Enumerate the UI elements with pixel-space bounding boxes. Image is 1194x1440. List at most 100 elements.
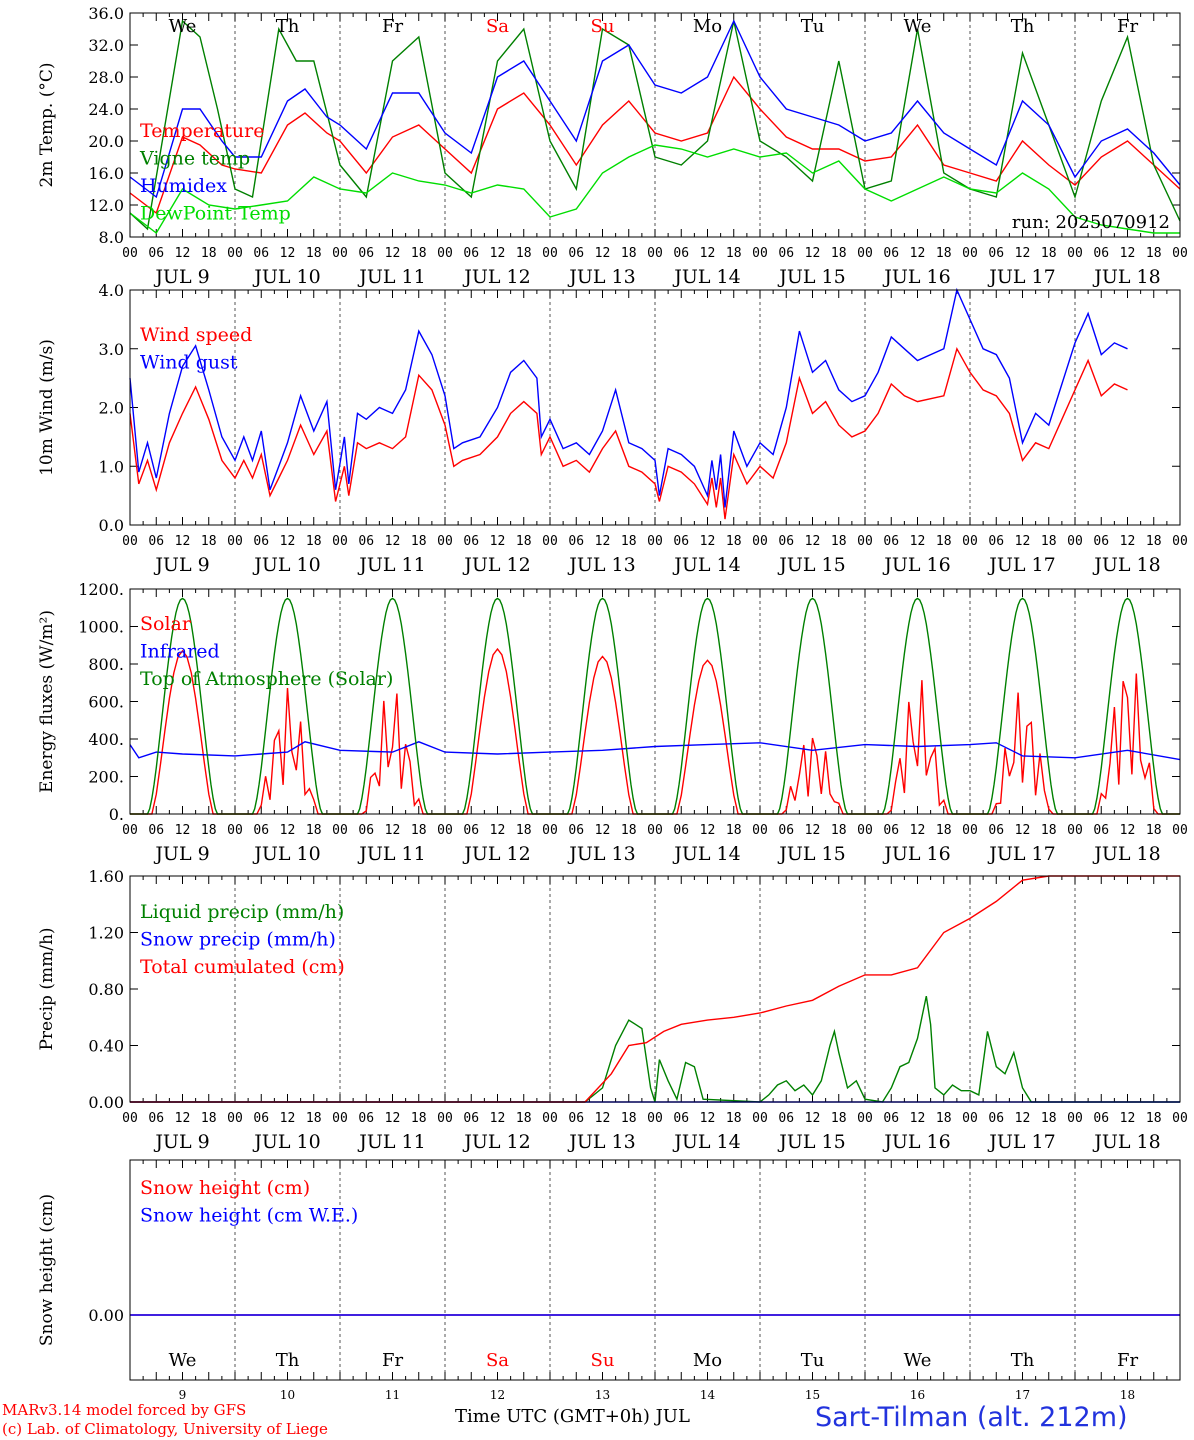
y-tick-label: 20.0 bbox=[88, 132, 124, 151]
hour-tick-label: 06 bbox=[673, 246, 689, 261]
date-label: JUL 17 bbox=[987, 843, 1055, 865]
hour-tick-label: 00 bbox=[227, 534, 243, 549]
hour-tick-label: 00 bbox=[542, 246, 558, 261]
day-number-label: 9 bbox=[179, 1388, 187, 1402]
hour-tick-label: 06 bbox=[148, 823, 164, 838]
legend-entry: Wind speed bbox=[140, 324, 252, 346]
series-wind-speed bbox=[129, 346, 1128, 520]
date-label: JUL 14 bbox=[672, 266, 740, 288]
series-infrared bbox=[129, 741, 1181, 761]
date-label: JUL 17 bbox=[987, 1131, 1055, 1153]
hour-tick-label: 00 bbox=[227, 823, 243, 838]
hour-tick-label: 06 bbox=[988, 534, 1004, 549]
hour-tick-label: 06 bbox=[358, 246, 374, 261]
hour-tick-label: 18 bbox=[306, 823, 322, 838]
plot-frame bbox=[129, 588, 1181, 815]
hour-tick-label: 12 bbox=[700, 823, 716, 838]
weekday-label: We bbox=[904, 16, 932, 37]
weekday-label: Th bbox=[1011, 1350, 1035, 1371]
weekday-label: We bbox=[169, 16, 197, 37]
series-humidex bbox=[129, 19, 1181, 199]
hour-tick-label: 06 bbox=[778, 823, 794, 838]
hour-tick-label: 18 bbox=[411, 1111, 427, 1126]
hour-tick-label: 06 bbox=[463, 1111, 479, 1126]
legend-entry: Snow precip (mm/h) bbox=[140, 929, 336, 951]
hour-tick-label: 18 bbox=[411, 246, 427, 261]
hour-tick-label: 18 bbox=[201, 246, 217, 261]
weekday-label: Th bbox=[1011, 16, 1035, 37]
hour-tick-label: 06 bbox=[673, 534, 689, 549]
hour-tick-label: 12 bbox=[175, 534, 191, 549]
hour-tick-label: 00 bbox=[647, 823, 663, 838]
hour-tick-label: 18 bbox=[621, 823, 637, 838]
hour-tick-label: 18 bbox=[936, 534, 952, 549]
weekday-label: Fr bbox=[382, 1350, 403, 1371]
hour-tick-label: 12 bbox=[595, 246, 611, 261]
hour-tick-label: 12 bbox=[1015, 534, 1031, 549]
hour-tick-label: 00 bbox=[227, 246, 243, 261]
date-label: JUL 18 bbox=[1092, 554, 1160, 576]
weekday-label: Tu bbox=[801, 1350, 825, 1371]
hour-tick-label: 06 bbox=[358, 534, 374, 549]
hour-tick-label: 00 bbox=[332, 1111, 348, 1126]
date-label: JUL 11 bbox=[357, 266, 425, 288]
hour-tick-label: 18 bbox=[411, 534, 427, 549]
date-label: JUL 15 bbox=[777, 266, 845, 288]
hour-tick-label: 18 bbox=[726, 534, 742, 549]
y-tick-label: 2.0 bbox=[99, 399, 124, 418]
hour-tick-label: 00 bbox=[227, 1111, 243, 1126]
date-label: JUL 18 bbox=[1092, 843, 1160, 865]
hour-tick-label: 12 bbox=[490, 823, 506, 838]
hour-tick-label: 12 bbox=[175, 246, 191, 261]
run-annotation: run: 2025070912 bbox=[1012, 212, 1170, 233]
hour-tick-label: 00 bbox=[752, 534, 768, 549]
legend-entry: DewPoint Temp bbox=[140, 203, 291, 225]
y-tick-label: 36.0 bbox=[88, 4, 124, 23]
weekday-label: Fr bbox=[1117, 1350, 1138, 1371]
station-title: Sart-Tilman (alt. 212m) bbox=[815, 1402, 1128, 1433]
hour-tick-label: 06 bbox=[253, 246, 269, 261]
date-label: JUL 14 bbox=[672, 1131, 740, 1153]
hour-tick-label: 00 bbox=[122, 823, 138, 838]
footer-credit: (c) Lab. of Climatology, University of L… bbox=[2, 1420, 328, 1438]
day-number-label: 14 bbox=[700, 1388, 716, 1402]
hour-tick-label: 06 bbox=[673, 1111, 689, 1126]
hour-tick-label: 18 bbox=[621, 1111, 637, 1126]
date-label: JUL 13 bbox=[567, 554, 635, 576]
hour-tick-label: 06 bbox=[463, 534, 479, 549]
date-label: JUL 14 bbox=[672, 843, 740, 865]
hour-tick-label: 12 bbox=[910, 1111, 926, 1126]
hour-tick-label: 12 bbox=[910, 534, 926, 549]
y-axis-label: Snow height (cm) bbox=[37, 1194, 57, 1346]
hour-tick-label: 06 bbox=[883, 534, 899, 549]
hour-tick-label: 18 bbox=[1041, 823, 1057, 838]
series-total-cumulated-cm bbox=[130, 875, 1180, 1103]
y-tick-label: 1.60 bbox=[88, 867, 124, 886]
hour-tick-label: 00 bbox=[542, 823, 558, 838]
hour-tick-label: 12 bbox=[280, 823, 296, 838]
plot-frame bbox=[129, 1159, 1181, 1381]
footer-model: MARv3.14 model forced by GFS bbox=[2, 1401, 247, 1419]
hour-tick-label: 06 bbox=[883, 246, 899, 261]
weekday-label: Su bbox=[591, 16, 615, 37]
hour-tick-label: 18 bbox=[201, 823, 217, 838]
plot-frame bbox=[129, 875, 1181, 1103]
hour-tick-label: 18 bbox=[1146, 823, 1162, 838]
hour-tick-label: 00 bbox=[542, 1111, 558, 1126]
date-label: JUL 15 bbox=[777, 554, 845, 576]
hour-tick-label: 06 bbox=[148, 534, 164, 549]
hour-tick-label: 06 bbox=[988, 823, 1004, 838]
hour-tick-label: 06 bbox=[148, 246, 164, 261]
hour-tick-label: 12 bbox=[700, 1111, 716, 1126]
day-number-label: 12 bbox=[490, 1388, 505, 1402]
legend-entry: Humidex bbox=[140, 175, 227, 197]
hour-tick-label: 18 bbox=[726, 246, 742, 261]
hour-tick-label: 00 bbox=[857, 246, 873, 261]
date-label: JUL 13 bbox=[567, 266, 635, 288]
legend-entry: Total cumulated (cm) bbox=[140, 956, 345, 978]
hour-tick-label: 18 bbox=[1146, 1111, 1162, 1126]
hour-tick-label: 12 bbox=[910, 246, 926, 261]
hour-tick-label: 06 bbox=[1093, 823, 1109, 838]
hour-tick-label: 06 bbox=[253, 823, 269, 838]
weekday-label: Th bbox=[276, 16, 300, 37]
